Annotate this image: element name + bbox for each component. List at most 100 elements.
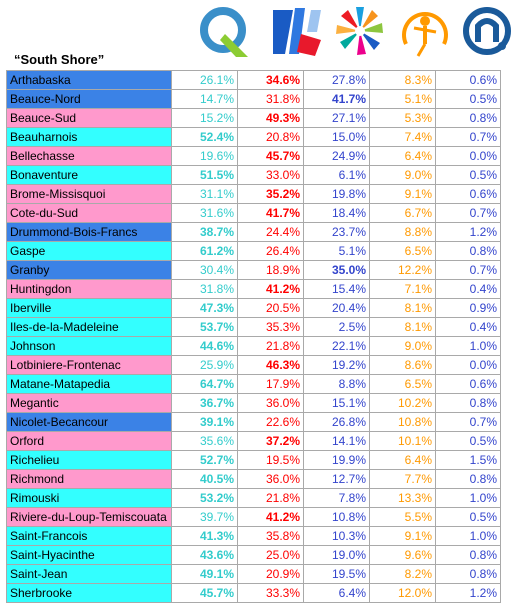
riding-name: Rimouski — [6, 488, 172, 508]
riding-name: Beauce-Sud — [6, 108, 172, 128]
vote-share-cell: 35.6% — [171, 431, 238, 451]
vote-share-cell: 25.9% — [171, 355, 238, 375]
vote-share-cell: 21.8% — [237, 336, 304, 356]
vote-share-cell: 6.4% — [303, 583, 370, 603]
vote-share-cell: 0.8% — [435, 564, 501, 584]
vote-share-cell: 41.2% — [237, 507, 304, 527]
vote-share-cell: 36.0% — [237, 393, 304, 413]
table-row: Cote-du-Sud 31.6% 41.7% 18.4% 6.7% 0.7% — [6, 203, 501, 223]
vote-share-cell: 8.2% — [369, 564, 436, 584]
vote-share-cell: 19.6% — [171, 146, 238, 166]
vote-share-cell: 0.7% — [435, 127, 501, 147]
riding-name: Cote-du-Sud — [6, 203, 172, 223]
table-row: Brome-Missisquoi 31.1% 35.2% 19.8% 9.1% 0.6% — [6, 184, 501, 204]
vote-share-cell: 0.5% — [435, 165, 501, 185]
table-row: Richelieu 52.7% 19.5% 19.9% 6.4% 1.5% — [6, 450, 501, 470]
table-row: Rimouski 53.2% 21.8% 7.8% 13.3% 1.0% — [6, 488, 501, 508]
vote-share-cell: 0.5% — [435, 89, 501, 109]
riding-name: Richmond — [6, 469, 172, 489]
vote-share-cell: 5.1% — [303, 241, 370, 261]
vote-share-cell: 10.8% — [303, 507, 370, 527]
table-row: Richmond 40.5% 36.0% 12.7% 7.7% 0.8% — [6, 469, 501, 489]
vote-share-cell: 1.5% — [435, 450, 501, 470]
vote-share-cell: 20.9% — [237, 564, 304, 584]
vote-share-cell: 31.6% — [171, 203, 238, 223]
vote-share-cell: 43.6% — [171, 545, 238, 565]
table-row: Beauce-Nord 14.7% 31.8% 41.7% 5.1% 0.5% — [6, 89, 501, 109]
vote-share-cell: 0.4% — [435, 279, 501, 299]
vote-share-cell: 35.2% — [237, 184, 304, 204]
vote-share-cell: 41.2% — [237, 279, 304, 299]
vote-share-cell: 0.8% — [435, 393, 501, 413]
vote-share-cell: 1.0% — [435, 336, 501, 356]
table-body: Arthabaska 26.1% 34.6% 27.8% 8.3% 0.6% Beauce-… — [6, 70, 501, 603]
vote-share-cell: 6.5% — [369, 374, 436, 394]
n-logo-icon — [460, 4, 514, 58]
vote-share-cell: 7.1% — [369, 279, 436, 299]
vote-share-cell: 31.8% — [237, 89, 304, 109]
vote-share-cell: 18.9% — [237, 260, 304, 280]
table-row: Bellechasse 19.6% 45.7% 24.9% 6.4% 0.0% — [6, 146, 501, 166]
vote-share-cell: 17.9% — [237, 374, 304, 394]
vote-share-cell: 41.7% — [303, 89, 370, 109]
vote-share-cell: 8.6% — [369, 355, 436, 375]
vote-share-cell: 19.5% — [237, 450, 304, 470]
riding-name: Beauce-Nord — [6, 89, 172, 109]
vote-share-cell: 0.6% — [435, 184, 501, 204]
vote-share-cell: 9.6% — [369, 545, 436, 565]
riding-name: Beauharnois — [6, 127, 172, 147]
vote-share-cell: 12.2% — [369, 260, 436, 280]
vote-share-cell: 51.5% — [171, 165, 238, 185]
figure-logo-icon — [398, 4, 452, 58]
vote-share-cell: 37.2% — [237, 431, 304, 451]
vote-share-cell: 0.7% — [435, 260, 501, 280]
vote-share-cell: 30.4% — [171, 260, 238, 280]
riding-name: Huntingdon — [6, 279, 172, 299]
riding-name: Johnson — [6, 336, 172, 356]
vote-share-cell: 6.4% — [369, 146, 436, 166]
vote-share-cell: 0.5% — [435, 431, 501, 451]
vote-share-cell: 44.6% — [171, 336, 238, 356]
vote-share-cell: 6.4% — [369, 450, 436, 470]
vote-share-cell: 0.7% — [435, 412, 501, 432]
table-row: Gaspe 61.2% 26.4% 5.1% 6.5% 0.8% — [6, 241, 501, 261]
riding-name: Lotbiniere-Frontenac — [6, 355, 172, 375]
vote-share-cell: 0.8% — [435, 108, 501, 128]
vote-share-cell: 27.1% — [303, 108, 370, 128]
table-row: Iberville 47.3% 20.5% 20.4% 8.1% 0.9% — [6, 298, 501, 318]
riding-name: Drummond-Bois-Francs — [6, 222, 172, 242]
vote-share-cell: 0.4% — [435, 317, 501, 337]
vote-share-cell: 49.3% — [237, 108, 304, 128]
vote-share-cell: 52.7% — [171, 450, 238, 470]
riding-name: Iles-de-la-Madeleine — [6, 317, 172, 337]
vote-share-cell: 1.0% — [435, 526, 501, 546]
vote-share-cell: 10.2% — [369, 393, 436, 413]
table-row: Bonaventure 51.5% 33.0% 6.1% 9.0% 0.5% — [6, 165, 501, 185]
riding-name: Saint-Jean — [6, 564, 172, 584]
riding-name: Orford — [6, 431, 172, 451]
vote-share-cell: 15.1% — [303, 393, 370, 413]
vote-share-cell: 20.5% — [237, 298, 304, 318]
vote-share-cell: 19.5% — [303, 564, 370, 584]
vote-share-cell: 10.3% — [303, 526, 370, 546]
vote-share-cell: 39.7% — [171, 507, 238, 527]
vote-share-cell: 9.0% — [369, 336, 436, 356]
vote-share-cell: 24.9% — [303, 146, 370, 166]
vote-share-cell: 6.1% — [303, 165, 370, 185]
pinwheel-logo-icon — [333, 4, 387, 58]
vote-share-cell: 0.8% — [435, 545, 501, 565]
table-row: Iles-de-la-Madeleine 53.7% 35.3% 2.5% 8.1% 0.… — [6, 317, 501, 337]
riding-name: Arthabaska — [6, 70, 172, 90]
vote-share-cell: 52.4% — [171, 127, 238, 147]
vote-share-cell: 25.0% — [237, 545, 304, 565]
vote-share-cell: 31.1% — [171, 184, 238, 204]
vote-share-cell: 53.7% — [171, 317, 238, 337]
vote-share-cell: 22.1% — [303, 336, 370, 356]
riding-name: Megantic — [6, 393, 172, 413]
vote-share-cell: 19.8% — [303, 184, 370, 204]
vote-share-cell: 0.9% — [435, 298, 501, 318]
vote-share-cell: 46.3% — [237, 355, 304, 375]
header: “South Shore” — [0, 0, 522, 70]
vote-share-cell: 47.3% — [171, 298, 238, 318]
vote-share-cell: 19.2% — [303, 355, 370, 375]
